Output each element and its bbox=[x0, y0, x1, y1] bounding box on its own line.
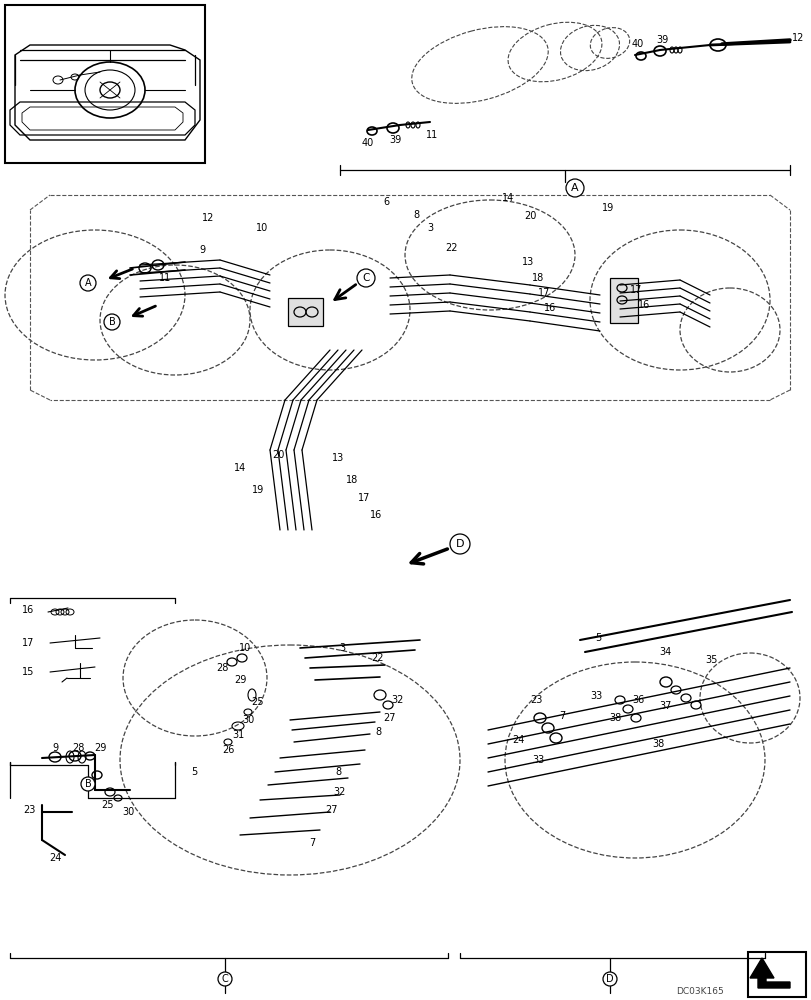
Text: 40: 40 bbox=[362, 138, 374, 148]
Text: 37: 37 bbox=[659, 701, 672, 711]
Text: 6: 6 bbox=[383, 197, 388, 207]
Text: 24: 24 bbox=[511, 735, 524, 745]
Text: 16: 16 bbox=[637, 300, 650, 310]
Text: 33: 33 bbox=[589, 691, 602, 701]
Text: A: A bbox=[84, 278, 91, 288]
Text: 18: 18 bbox=[531, 273, 543, 283]
Text: 25: 25 bbox=[251, 697, 264, 707]
Text: 20: 20 bbox=[272, 450, 284, 460]
Circle shape bbox=[603, 972, 616, 986]
Text: 35: 35 bbox=[705, 655, 717, 665]
Circle shape bbox=[81, 777, 95, 791]
Bar bbox=[747, 952, 805, 997]
Text: 27: 27 bbox=[325, 805, 338, 815]
Text: 31: 31 bbox=[232, 730, 244, 740]
Text: 10: 10 bbox=[238, 643, 251, 653]
Text: D: D bbox=[455, 539, 464, 549]
Text: D: D bbox=[606, 974, 613, 984]
Text: 16: 16 bbox=[370, 510, 382, 520]
Text: 26: 26 bbox=[221, 745, 234, 755]
Text: 27: 27 bbox=[384, 713, 396, 723]
Bar bbox=[609, 278, 637, 323]
Text: C: C bbox=[362, 273, 369, 283]
Text: 29: 29 bbox=[94, 743, 106, 753]
Text: 8: 8 bbox=[413, 210, 418, 220]
Circle shape bbox=[449, 534, 470, 554]
Text: 12: 12 bbox=[791, 33, 804, 43]
Text: 19: 19 bbox=[601, 203, 613, 213]
Text: 39: 39 bbox=[388, 135, 401, 145]
Text: C: C bbox=[221, 974, 228, 984]
Text: 5: 5 bbox=[594, 633, 600, 643]
Text: B: B bbox=[109, 317, 115, 327]
Text: 7: 7 bbox=[308, 838, 315, 848]
Text: 28: 28 bbox=[216, 663, 228, 673]
Text: 23: 23 bbox=[24, 805, 36, 815]
Text: 9: 9 bbox=[199, 245, 205, 255]
Bar bbox=[5, 5, 204, 163]
Text: 14: 14 bbox=[501, 193, 513, 203]
Text: 39: 39 bbox=[655, 35, 667, 45]
Text: 36: 36 bbox=[631, 695, 643, 705]
Text: 17: 17 bbox=[22, 638, 34, 648]
Text: 17: 17 bbox=[358, 493, 370, 503]
Text: 12: 12 bbox=[202, 213, 214, 223]
Text: 20: 20 bbox=[523, 211, 535, 221]
Circle shape bbox=[357, 269, 375, 287]
Text: 11: 11 bbox=[159, 273, 171, 283]
Text: 34: 34 bbox=[658, 647, 671, 657]
Text: B: B bbox=[84, 779, 92, 789]
Text: 23: 23 bbox=[529, 695, 542, 705]
Text: 3: 3 bbox=[427, 223, 432, 233]
Text: 7: 7 bbox=[558, 711, 564, 721]
Text: DC03K165: DC03K165 bbox=[676, 987, 723, 996]
Text: 11: 11 bbox=[425, 130, 438, 140]
Text: 14: 14 bbox=[234, 463, 246, 473]
Text: 30: 30 bbox=[242, 715, 254, 725]
Circle shape bbox=[80, 275, 96, 291]
Text: A: A bbox=[570, 183, 578, 193]
Text: 15: 15 bbox=[22, 667, 34, 677]
Text: 22: 22 bbox=[371, 653, 384, 663]
Text: 19: 19 bbox=[251, 485, 264, 495]
Text: 32: 32 bbox=[392, 695, 404, 705]
Text: 22: 22 bbox=[445, 243, 457, 253]
Text: 5: 5 bbox=[191, 767, 197, 777]
Text: 40: 40 bbox=[631, 39, 643, 49]
Text: 13: 13 bbox=[332, 453, 344, 463]
Text: 10: 10 bbox=[255, 223, 268, 233]
Text: 33: 33 bbox=[531, 755, 543, 765]
Text: 16: 16 bbox=[22, 605, 34, 615]
Polygon shape bbox=[749, 958, 789, 988]
Text: 28: 28 bbox=[71, 743, 84, 753]
Text: 17: 17 bbox=[537, 288, 550, 298]
Text: 32: 32 bbox=[333, 787, 345, 797]
Text: 13: 13 bbox=[521, 257, 534, 267]
Text: 18: 18 bbox=[345, 475, 358, 485]
Text: 8: 8 bbox=[334, 767, 341, 777]
Circle shape bbox=[565, 179, 583, 197]
Text: 30: 30 bbox=[122, 807, 134, 817]
Circle shape bbox=[217, 972, 232, 986]
Text: 29: 29 bbox=[234, 675, 246, 685]
Text: 38: 38 bbox=[608, 713, 620, 723]
Text: 8: 8 bbox=[375, 727, 380, 737]
Text: 17: 17 bbox=[629, 285, 642, 295]
Text: 9: 9 bbox=[52, 743, 58, 753]
Text: 25: 25 bbox=[101, 800, 114, 810]
Text: 38: 38 bbox=[651, 739, 663, 749]
Text: 3: 3 bbox=[338, 643, 345, 653]
Text: 24: 24 bbox=[49, 853, 61, 863]
Text: 16: 16 bbox=[543, 303, 556, 313]
Bar bbox=[288, 298, 323, 326]
Circle shape bbox=[104, 314, 120, 330]
